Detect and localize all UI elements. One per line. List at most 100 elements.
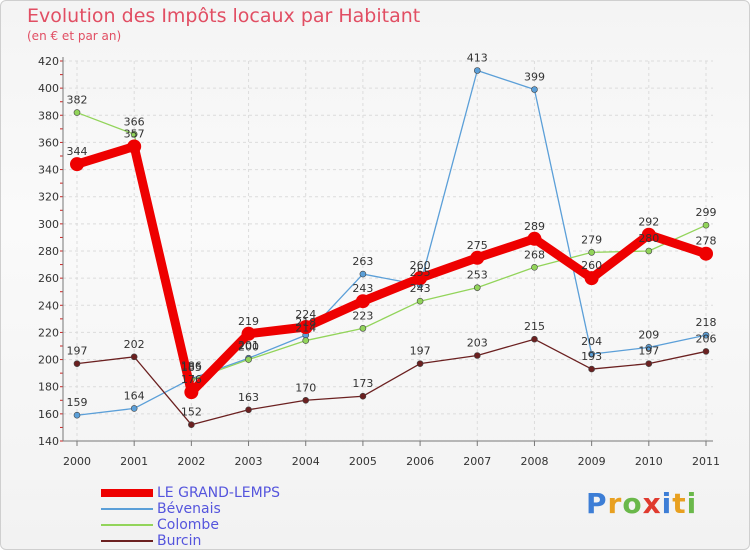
data-label: 209 [638,328,659,341]
x-tick-label: 2007 [463,455,491,468]
brand-letter: t [672,487,687,520]
data-point [245,406,252,414]
legend-swatch [101,489,153,497]
data-point [702,331,710,339]
data-label: 197 [67,345,88,358]
data-label: 275 [467,239,488,252]
data-label: 197 [410,345,431,358]
legend-item: Burcin [101,533,361,549]
data-point [241,326,256,341]
data-point [413,271,428,286]
data-point [699,246,713,261]
data-label: 255 [410,266,431,279]
chart-title: Evolution des Impôts locaux par Habitant [27,5,421,27]
brand-letter: P [586,487,608,520]
data-point [130,405,138,412]
x-tick-label: 2008 [520,455,548,468]
brand-letter: r [607,487,623,520]
data-label: 224 [295,308,316,321]
y-tick-label: 300 [38,218,59,231]
x-tick-label: 2006 [406,455,434,468]
data-label: 260 [410,259,431,272]
y-tick-label: 140 [38,435,59,448]
series-line-0 [72,142,711,397]
y-tick-label: 340 [38,164,59,177]
series-line-3 [76,338,707,426]
data-point [470,250,485,265]
brand-letter: o [622,487,643,520]
legend-swatch [101,540,153,542]
y-tick-label: 360 [38,136,59,149]
data-point [645,344,653,351]
data-label: 186 [181,360,202,373]
data-label: 223 [352,309,373,322]
y-tick-label: 180 [38,381,59,394]
x-tick-label: 2003 [235,455,263,468]
legend-label: LE GRAND-LEMPS [157,485,281,501]
data-point [473,284,481,291]
x-tick-label: 2004 [292,455,320,468]
data-label: 159 [67,396,88,409]
data-label: 399 [524,71,545,84]
data-point [130,353,138,361]
data-label: 278 [696,235,717,248]
y-tick-label: 220 [38,326,59,339]
legend-swatch [101,524,153,526]
data-point [588,365,595,373]
grid [63,60,713,442]
data-label: 200 [238,341,259,354]
data-point [588,249,595,256]
y-tick-label: 160 [38,408,59,421]
data-point [641,227,656,242]
series-line-1 [76,69,707,416]
data-label: 203 [467,337,488,350]
data-label: 292 [638,216,659,229]
data-point [302,396,310,404]
data-point [531,86,538,93]
data-label: 268 [524,248,545,261]
data-point [702,348,710,355]
series-layer [70,67,713,429]
legend-item: LE GRAND-LEMPS [101,485,361,501]
data-label: 173 [352,377,373,390]
data-point [531,335,538,343]
data-point [70,157,84,172]
data-label: 299 [696,206,717,219]
legend-item: Colombe [101,517,361,533]
data-label: 170 [295,381,316,394]
data-point [359,325,367,332]
y-tick-label: 400 [38,82,59,95]
data-label: 357 [124,128,145,141]
legend-label: Bévenais [157,501,221,517]
data-point [359,270,367,278]
data-point [702,221,710,229]
x-tick-label: 2011 [692,455,720,468]
data-label: 206 [696,332,717,345]
x-tick-label: 2009 [578,455,606,468]
data-label: 243 [352,282,373,295]
data-label: 263 [352,255,373,268]
data-point [588,350,595,358]
data-point [127,139,142,154]
chart-subtitle: (en € et par an) [27,29,122,43]
data-point [473,352,481,359]
x-tick-label: 2000 [63,455,91,468]
data-point [416,297,424,305]
x-tick-label: 2010 [635,455,663,468]
data-label: 366 [124,115,145,128]
data-point [473,67,481,74]
data-point [531,263,538,271]
y-tick-label: 420 [38,55,59,68]
legend-swatch [101,508,153,510]
data-label: 243 [410,282,431,295]
data-label: 197 [638,345,659,358]
data-point [359,392,367,400]
data-labels: 344 357 176 219 224 243 260 275 289 260 292 278 159 1… [67,52,717,419]
data-point [584,271,599,286]
brand-letter: i [661,487,673,520]
x-tick-label: 2001 [120,455,148,468]
data-label: 279 [581,233,602,246]
data-label: 164 [124,389,145,402]
data-label: 202 [124,338,145,351]
